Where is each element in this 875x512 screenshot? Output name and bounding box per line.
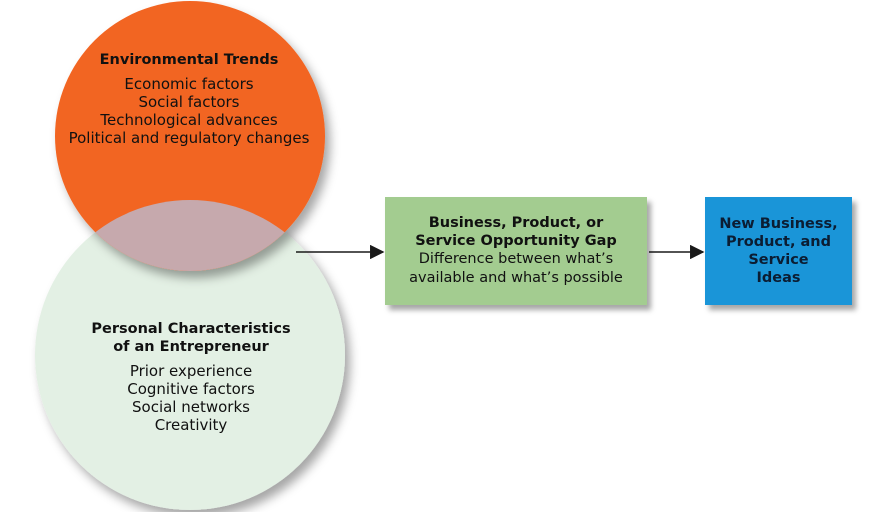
- personal-characteristics-circle: [35, 200, 345, 510]
- personal-item: Cognitive factors: [127, 380, 255, 399]
- personal-item: Social networks: [132, 398, 250, 417]
- opportunity-gap-title: Service Opportunity Gap: [415, 233, 617, 250]
- environmental-item: Economic factors: [124, 75, 254, 94]
- personal-characteristics-text: Personal Characteristics of an Entrepren…: [68, 320, 314, 434]
- opportunity-gap-description: Difference between what’s: [418, 251, 614, 268]
- personal-item: Prior experience: [129, 362, 253, 381]
- opportunity-gap-title: Business, Product, or: [428, 215, 604, 232]
- environmental-item: Social factors: [138, 93, 240, 112]
- personal-characteristics-title: Personal Characteristics: [91, 321, 291, 337]
- environmental-trends-title: Environmental Trends: [99, 52, 279, 68]
- opportunity-gap-description: available and what’s possible: [409, 270, 623, 287]
- new-ideas-text: New Business,: [719, 215, 838, 232]
- new-ideas-text: Ideas: [756, 270, 801, 287]
- opportunity-gap-box: Business, Product, or Service Opportunit…: [385, 197, 647, 305]
- new-ideas-text: Product, and: [725, 233, 831, 250]
- environmental-item: Technological advances: [100, 111, 278, 130]
- new-ideas-text: Service: [748, 252, 809, 268]
- environmental-trends-text: Environmental Trends Economic factors So…: [48, 52, 330, 147]
- new-ideas-box: New Business, Product, and Service Ideas: [705, 197, 852, 305]
- environmental-item: Political and regulatory changes: [68, 129, 310, 148]
- personal-item: Creativity: [154, 416, 228, 435]
- personal-characteristics-title: of an Entrepreneur: [113, 339, 269, 356]
- environmental-trends-circle: [55, 1, 325, 271]
